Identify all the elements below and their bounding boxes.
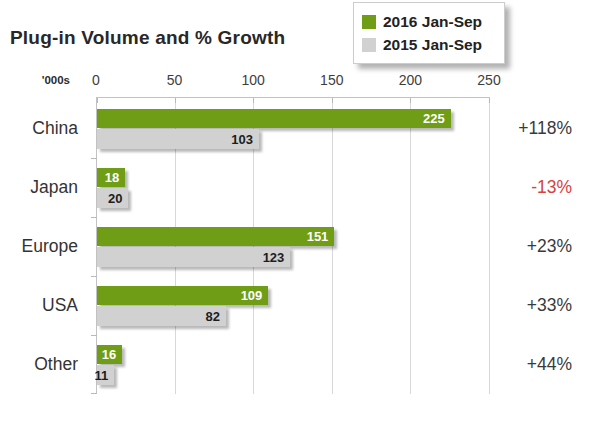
x-axis-tick-mark — [332, 98, 333, 103]
x-axis-tick-mark — [489, 98, 490, 103]
bar-value-label: 151 — [307, 229, 335, 244]
bar-value-label: 123 — [263, 250, 291, 265]
gridline — [332, 98, 333, 394]
growth-label-europe: +23% — [489, 234, 572, 258]
bar-2015-europe: 123 — [97, 247, 290, 267]
bar-value-label: 225 — [423, 111, 451, 126]
bar-value-label: 20 — [108, 191, 128, 206]
x-axis-tick-label: 200 — [399, 72, 422, 88]
category-label-europe: Europe — [0, 234, 78, 258]
legend: 2016 Jan-Sep 2015 Jan-Sep — [353, 2, 505, 64]
bar-value-label: 82 — [205, 309, 225, 324]
y-axis-tick-mark — [91, 335, 97, 336]
category-label-usa: USA — [0, 293, 78, 317]
legend-item-2015: 2015 Jan-Sep — [362, 33, 504, 56]
growth-label-japan: -13% — [489, 175, 572, 199]
bar-2015-china: 103 — [97, 129, 259, 149]
category-label-other: Other — [0, 352, 78, 376]
legend-label-2015: 2015 Jan-Sep — [383, 36, 482, 54]
x-axis-tick-mark — [175, 98, 176, 103]
y-axis-tick-mark — [91, 276, 97, 277]
x-axis-tick-label: 50 — [167, 72, 183, 88]
bar-value-label: 103 — [231, 132, 259, 147]
x-axis-tick-label: 250 — [477, 72, 500, 88]
growth-label-other: +44% — [489, 352, 572, 376]
bar-value-label: 11 — [95, 368, 115, 383]
x-axis-tick-labels: 0 50 100 150 200 250 — [0, 72, 600, 90]
bar-2016-usa: 109 — [97, 286, 268, 305]
x-axis-tick-mark — [410, 98, 411, 103]
y-axis-tick-mark — [91, 217, 97, 218]
legend-swatch-2016-icon — [362, 15, 376, 29]
growth-label-china: +118% — [489, 116, 572, 140]
legend-swatch-2015-icon — [362, 38, 376, 52]
growth-label-usa: +33% — [489, 293, 572, 317]
x-axis-tick-label: 150 — [320, 72, 343, 88]
y-axis-tick-mark — [91, 158, 97, 159]
bar-2016-other: 16 — [97, 345, 122, 364]
legend-label-2016: 2016 Jan-Sep — [383, 13, 482, 31]
y-axis-tick-mark — [91, 393, 97, 394]
x-axis-tick-mark — [97, 98, 98, 103]
x-axis-tick-label: 100 — [242, 72, 265, 88]
x-axis-tick-label: 0 — [92, 72, 100, 88]
bar-2016-china: 225 — [97, 109, 451, 128]
legend-item-2016: 2016 Jan-Sep — [362, 10, 504, 33]
bar-value-label: 16 — [102, 347, 122, 362]
x-axis-tick-mark — [253, 98, 254, 103]
bar-value-label: 109 — [241, 288, 269, 303]
gridline — [410, 98, 411, 394]
bar-value-label: 18 — [105, 170, 125, 185]
bar-2016-japan: 18 — [97, 168, 125, 187]
bar-2015-usa: 82 — [97, 306, 226, 326]
plot-area: 225 103 18 20 151 123 109 82 16 11 — [96, 97, 490, 394]
category-label-china: China — [0, 116, 78, 140]
bar-2016-europe: 151 — [97, 227, 334, 246]
category-label-japan: Japan — [0, 175, 78, 199]
bar-2015-other: 11 — [97, 365, 114, 385]
plug-in-volume-chart: Plug-in Volume and % Growth 2016 Jan-Sep… — [0, 0, 600, 421]
bar-2015-japan: 20 — [97, 188, 128, 208]
chart-title: Plug-in Volume and % Growth — [10, 27, 285, 49]
